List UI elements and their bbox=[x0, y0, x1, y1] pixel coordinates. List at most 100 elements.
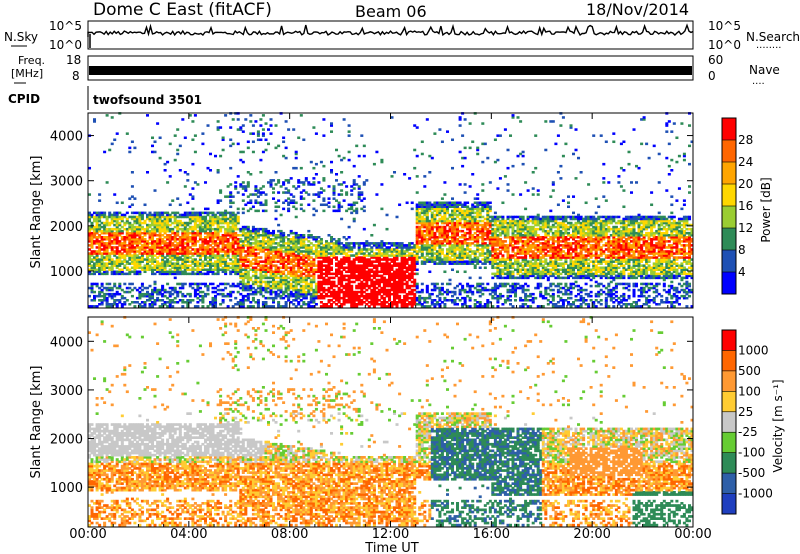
power-cell bbox=[289, 248, 293, 251]
power-cell bbox=[325, 264, 329, 267]
power-cell bbox=[198, 299, 202, 302]
power-cell bbox=[211, 227, 215, 231]
power-cell bbox=[309, 248, 313, 251]
power-cell bbox=[163, 264, 167, 267]
power-cell bbox=[110, 248, 114, 251]
power-cell bbox=[362, 209, 366, 213]
power-cell bbox=[193, 258, 197, 261]
power-cell bbox=[183, 254, 187, 257]
power-cell bbox=[277, 301, 281, 304]
power-cell bbox=[110, 215, 114, 219]
power-cell bbox=[168, 215, 172, 219]
power-cell bbox=[241, 258, 245, 261]
power-cell bbox=[224, 272, 228, 276]
power-cell bbox=[297, 185, 301, 188]
power-cell bbox=[209, 217, 213, 221]
power-cell bbox=[128, 270, 132, 274]
power-cell bbox=[337, 252, 341, 255]
power-cell bbox=[337, 266, 341, 270]
power-cell bbox=[191, 258, 195, 261]
power-cell bbox=[279, 288, 283, 292]
power-cell bbox=[193, 221, 197, 225]
power-cell bbox=[209, 256, 213, 259]
power-cell bbox=[173, 213, 177, 217]
power-cell bbox=[325, 268, 329, 272]
power-cell bbox=[198, 270, 202, 274]
power-cell bbox=[261, 229, 265, 233]
power-cell bbox=[332, 254, 336, 257]
power-cell bbox=[156, 223, 160, 227]
power-cell bbox=[264, 236, 268, 239]
power-cell bbox=[440, 286, 444, 290]
power-cell bbox=[340, 288, 344, 292]
power-cell bbox=[314, 238, 318, 241]
power-cell bbox=[327, 276, 331, 280]
power-cell bbox=[146, 266, 150, 270]
power-cell bbox=[327, 270, 331, 274]
power-cell bbox=[128, 244, 132, 247]
power-cell bbox=[294, 201, 298, 205]
power-cell bbox=[193, 288, 197, 292]
power-cell bbox=[143, 242, 147, 245]
power-cell bbox=[304, 191, 308, 194]
power-cell bbox=[110, 262, 114, 265]
power-cell bbox=[198, 229, 202, 233]
power-cell bbox=[241, 242, 245, 245]
power-cell bbox=[183, 282, 187, 286]
power-cell bbox=[140, 268, 144, 272]
power-cell bbox=[156, 292, 160, 296]
power-cell bbox=[148, 217, 152, 221]
power-cell bbox=[125, 219, 129, 223]
power-cell bbox=[241, 199, 245, 202]
power-cell bbox=[299, 181, 303, 184]
power-cell bbox=[443, 303, 447, 306]
power-cell bbox=[302, 234, 306, 237]
power-cell bbox=[176, 152, 180, 156]
power-cell bbox=[209, 258, 213, 261]
power-cell bbox=[219, 242, 223, 245]
power-cell bbox=[153, 303, 157, 306]
power-cell bbox=[216, 250, 220, 253]
power-cell bbox=[103, 268, 107, 272]
power-cell bbox=[93, 290, 97, 294]
power-cell bbox=[171, 288, 175, 292]
power-cell bbox=[307, 303, 311, 306]
power-cell bbox=[201, 225, 205, 229]
power-cell bbox=[282, 262, 286, 265]
power-cell bbox=[309, 292, 313, 296]
power-cell bbox=[168, 272, 172, 276]
power-cell bbox=[292, 303, 296, 306]
power-cell bbox=[206, 252, 210, 255]
power-cell bbox=[158, 262, 162, 265]
power-cell bbox=[342, 256, 346, 259]
power-cell bbox=[456, 254, 460, 257]
power-cell bbox=[95, 215, 99, 219]
power-cell bbox=[166, 215, 170, 219]
power-cell bbox=[176, 256, 180, 259]
power-cell bbox=[430, 211, 434, 215]
power-cell bbox=[120, 242, 124, 245]
power-cell bbox=[370, 254, 374, 257]
power-cell bbox=[125, 221, 129, 225]
power-cell bbox=[261, 268, 265, 272]
power-cell bbox=[105, 282, 109, 286]
power-cell bbox=[125, 272, 129, 276]
power-cell bbox=[335, 252, 339, 255]
power-cell bbox=[264, 138, 268, 142]
power-cell bbox=[201, 142, 205, 146]
power-cell bbox=[163, 229, 167, 233]
power-cell bbox=[130, 195, 134, 198]
power-cell bbox=[219, 219, 223, 223]
power-cell bbox=[299, 262, 303, 265]
power-cell bbox=[229, 211, 233, 215]
power-cell bbox=[236, 248, 240, 251]
power-cell bbox=[254, 252, 258, 255]
power-cell bbox=[337, 183, 341, 186]
power-cell bbox=[478, 282, 482, 286]
power-cell bbox=[173, 262, 177, 265]
power-cell bbox=[312, 183, 316, 186]
power-cell bbox=[256, 134, 260, 137]
power-cell bbox=[198, 246, 202, 249]
power-cell bbox=[246, 225, 250, 229]
power-cell bbox=[274, 282, 278, 286]
